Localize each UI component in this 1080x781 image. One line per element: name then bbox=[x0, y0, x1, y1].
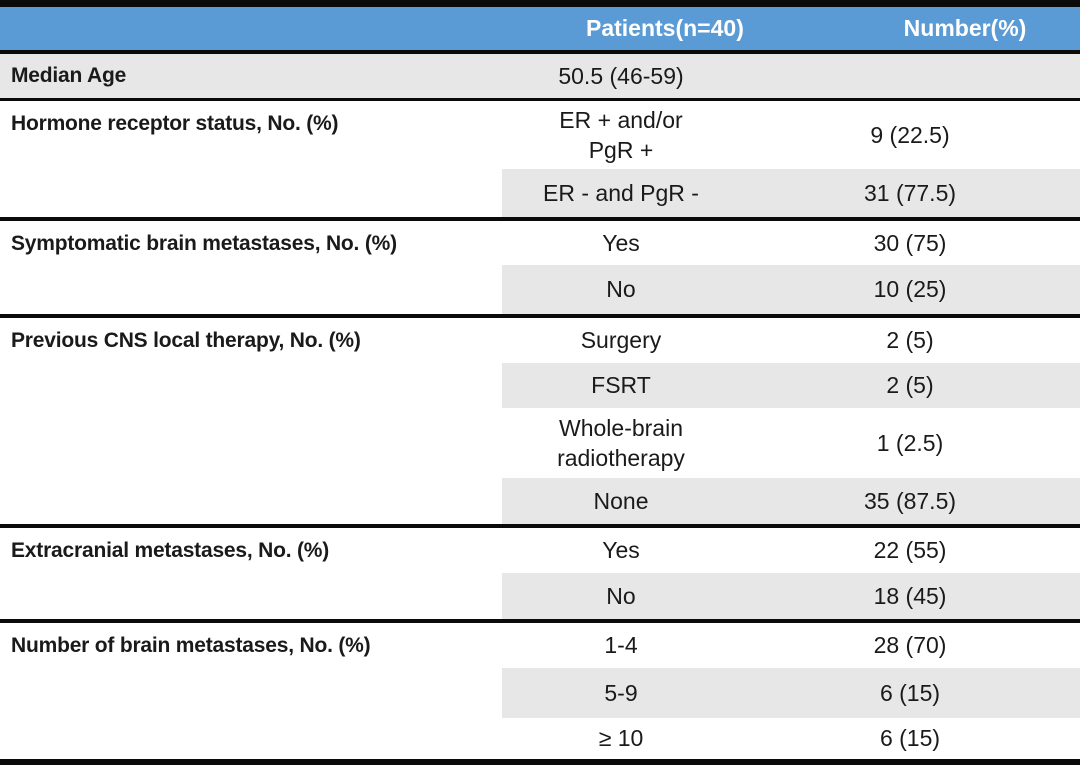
table-top-border bbox=[0, 0, 1080, 7]
table-row: Median Age 50.5 (46-59) bbox=[0, 54, 1080, 101]
number-value-cell: 6 (15) bbox=[740, 668, 1080, 718]
patient-characteristics-table: Patients(n=40) Number(%) Median Age 50.5… bbox=[0, 7, 1080, 759]
table-row: ER - and PgR - 31 (77.5) bbox=[0, 169, 1080, 221]
table-row: Extracranial metastases, No. (%) Yes 22 … bbox=[0, 528, 1080, 623]
number-value-cell: 2 (5) bbox=[740, 318, 1080, 363]
group-label-hormone-receptor-status: Hormone receptor status, No. (%) bbox=[0, 101, 502, 221]
number-value-cell: 31 (77.5) bbox=[740, 169, 1080, 221]
patients-value-cell: No bbox=[502, 573, 740, 623]
group-label-extracranial-metastases: Extracranial metastases, No. (%) bbox=[0, 528, 502, 623]
number-value-cell: 6 (15) bbox=[740, 718, 1080, 759]
header-row: Patients(n=40) Number(%) bbox=[0, 7, 1080, 54]
table-row: Hormone receptor status, No. (%) ER + an… bbox=[0, 101, 1080, 221]
table-row: Symptomatic brain metastases, No. (%) Ye… bbox=[0, 221, 1080, 318]
patients-value-cell: Surgery bbox=[502, 318, 740, 363]
patients-value-cell: 5-9 bbox=[502, 668, 740, 718]
number-value-cell: 18 (45) bbox=[740, 573, 1080, 623]
table-row: No 10 (25) bbox=[0, 265, 1080, 318]
group-label-previous-cns-local-therapy: Previous CNS local therapy, No. (%) bbox=[0, 318, 502, 528]
group-label-median-age: Median Age bbox=[0, 54, 502, 101]
table-bottom-border bbox=[0, 759, 1080, 765]
number-value-cell: 35 (87.5) bbox=[740, 478, 1080, 528]
number-value-cell: 2 (5) bbox=[740, 363, 1080, 408]
number-value-cell: 1 (2.5) bbox=[740, 408, 1080, 478]
patients-value-cell: ER + and/or PgR + bbox=[502, 101, 740, 169]
patients-value-cell: No bbox=[502, 265, 740, 318]
group-label-symptomatic-brain-metastases: Symptomatic brain metastases, No. (%) bbox=[0, 221, 502, 318]
patients-value-cell: Yes bbox=[502, 528, 740, 573]
table-row: Whole-brain radiotherapy 1 (2.5) bbox=[0, 408, 1080, 478]
patients-value-cell: None bbox=[502, 478, 740, 528]
group-label-number-of-brain-metastases: Number of brain metastases, No. (%) bbox=[0, 623, 502, 759]
patients-value-cell: ≥ 10 bbox=[502, 718, 740, 759]
table-row: ≥ 10 6 (15) bbox=[0, 718, 1080, 759]
patients-value-cell: 1-4 bbox=[502, 623, 740, 668]
patients-value-cell: 50.5 (46-59) bbox=[502, 54, 740, 101]
header-patients: Patients(n=40) bbox=[502, 7, 744, 54]
table-row: Previous CNS local therapy, No. (%) Surg… bbox=[0, 318, 1080, 528]
patients-value-cell: Whole-brain radiotherapy bbox=[502, 408, 740, 478]
number-value-cell: 10 (25) bbox=[740, 265, 1080, 318]
table-row: None 35 (87.5) bbox=[0, 478, 1080, 528]
patients-value-cell: FSRT bbox=[502, 363, 740, 408]
table-row: 5-9 6 (15) bbox=[0, 668, 1080, 718]
table-row: No 18 (45) bbox=[0, 573, 1080, 623]
table-row: Number of brain metastases, No. (%) 1-4 … bbox=[0, 623, 1080, 759]
header-empty-cell bbox=[0, 7, 502, 54]
table-row: FSRT 2 (5) bbox=[0, 363, 1080, 408]
number-value-cell: 30 (75) bbox=[740, 221, 1080, 265]
patients-value-cell: Yes bbox=[502, 221, 740, 265]
number-value-cell: 28 (70) bbox=[740, 623, 1080, 668]
header-number: Number(%) bbox=[740, 7, 1080, 54]
number-value-cell bbox=[740, 54, 1080, 101]
number-value-cell: 22 (55) bbox=[740, 528, 1080, 573]
number-value-cell: 9 (22.5) bbox=[740, 101, 1080, 169]
patients-value-cell: ER - and PgR - bbox=[502, 169, 740, 221]
